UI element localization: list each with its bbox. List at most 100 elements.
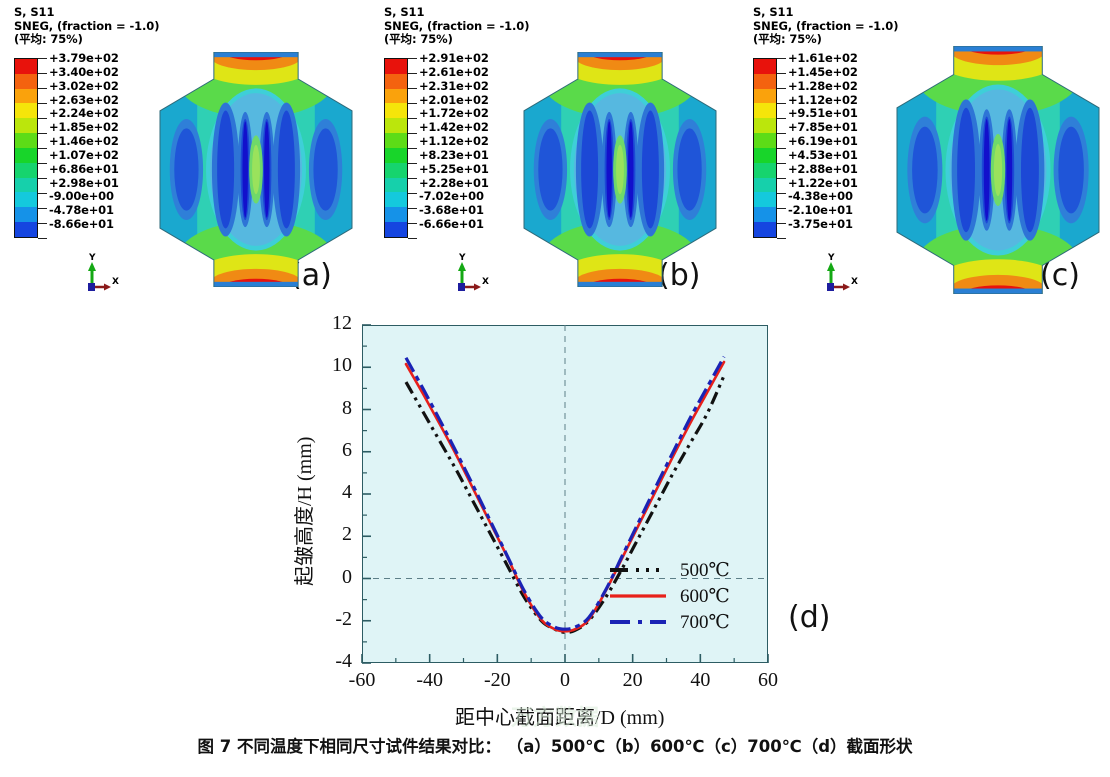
colorbar-band: [15, 73, 37, 89]
panel-b-legend: +2.91e+02 +2.61e+02 +2.31e+02 +2.01e+02 …: [384, 51, 584, 239]
colorbar-band: [15, 162, 37, 178]
triad-arrows-icon: [88, 262, 111, 291]
panel-c-legend: +1.61e+02 +1.45e+02 +1.28e+02 +1.12e+02 …: [753, 51, 953, 239]
colorbar-tick: [777, 208, 786, 209]
colorbar-band: [754, 162, 776, 178]
panel-b-level-values: +2.91e+02 +2.61e+02 +2.31e+02 +2.01e+02 …: [419, 51, 489, 232]
triad-arrows-icon: [458, 262, 481, 291]
panel-c-contour-plot: [895, 45, 1101, 299]
colorbar-tick: [408, 88, 417, 89]
legend-label-600c: 600℃: [680, 586, 730, 607]
colorbar-band: [385, 147, 407, 163]
panel-b-header: S, S11 SNEG, (fraction = -1.0) (平均: 75%): [384, 5, 529, 47]
colorbar-band: [385, 192, 407, 208]
legend-item: 600℃: [608, 584, 758, 610]
y-axis-tick-label: 12: [332, 312, 352, 334]
series-line-600℃: [404, 360, 726, 633]
panel-a-axis-triad: Y X: [60, 253, 132, 295]
panel-a-colorbar: [14, 58, 38, 238]
colorbar-tick: [777, 178, 786, 179]
colorbar-band: [15, 133, 37, 148]
colorbar-tick: [38, 238, 47, 239]
colorbar-tick: [38, 58, 47, 59]
colorbar-band: [754, 59, 776, 74]
colorbar-band: [385, 222, 407, 237]
panel-c-header-line1: S, S11: [753, 5, 794, 19]
legend-item: 700℃: [608, 610, 758, 636]
colorbar-tick: [408, 193, 417, 194]
chart-x-axis-label: 距中心截面距离/D (mm): [455, 707, 665, 729]
colorbar-band: [385, 177, 407, 193]
panel-a-level-values: +3.79e+02 +3.40e+02 +3.02e+02 +2.63e+02 …: [49, 51, 119, 232]
colorbar-tick: [408, 148, 417, 149]
contour-image: [159, 51, 353, 288]
panel-c-header: S, S11 SNEG, (fraction = -1.0) (平均: 75%): [753, 5, 899, 47]
chart-canvas: [361, 324, 769, 664]
colorbar-tick: [408, 238, 417, 239]
x-axis-tick-label: 0: [560, 669, 570, 691]
colorbar-tick: [408, 208, 417, 209]
colorbar-tick: [38, 73, 47, 74]
colorbar-band: [15, 118, 37, 134]
panel-b-colorbar-ticks: [408, 58, 418, 239]
panel-c-level-values: +1.61e+02 +1.45e+02 +1.28e+02 +1.12e+02 …: [788, 51, 858, 232]
colorbar-tick: [38, 208, 47, 209]
contour-image: [523, 51, 717, 288]
colorbar-tick: [38, 148, 47, 149]
colorbar-band: [385, 73, 407, 89]
colorbar-band: [754, 118, 776, 134]
triad-x-label: X: [482, 277, 489, 287]
panel-a-header: S, S11 SNEG, (fraction = -1.0) (平均: 75%): [14, 5, 160, 47]
y-axis-tick-label: -4: [335, 650, 352, 672]
y-axis-tick-label: 2: [342, 523, 352, 546]
series-line-700℃: [404, 355, 726, 631]
panel-b-colorbar: [384, 58, 408, 238]
colorbar-band: [385, 59, 407, 74]
legend-item: 500℃: [608, 558, 758, 584]
x-axis-tick-label: 60: [758, 669, 778, 691]
colorbar-band: [15, 88, 37, 104]
y-axis-tick-label: 8: [342, 396, 352, 419]
y-axis-tick-label: 10: [332, 354, 352, 377]
colorbar-tick: [408, 133, 417, 134]
colorbar-tick: [777, 88, 786, 89]
colorbar-tick: [38, 118, 47, 119]
y-axis-tick-label: -2: [335, 607, 352, 630]
triad-arrows-icon: [827, 262, 850, 291]
panel-c-header-line2: SNEG, (fraction = -1.0): [753, 18, 899, 33]
panel-b-header-line3: (平均: 75%): [384, 32, 453, 47]
colorbar-band: [754, 103, 776, 119]
panel-c-header-line3: (平均: 75%): [753, 32, 822, 47]
colorbar-band: [15, 177, 37, 193]
colorbar-band: [385, 118, 407, 134]
x-axis-tick-label: 40: [690, 669, 711, 691]
colorbar-tick: [38, 223, 47, 224]
panel-c-colorbar-ticks: [777, 58, 787, 239]
panel-c-colorbar: [753, 58, 777, 238]
colorbar-tick: [777, 103, 786, 104]
triad-y-label: Y: [89, 253, 96, 263]
legend-swatch-500c-icon: [610, 568, 659, 572]
colorbar-band: [385, 162, 407, 178]
colorbar-band: [754, 73, 776, 89]
panel-c-sublabel: (c): [1040, 258, 1080, 293]
triad-y-label: Y: [828, 253, 835, 263]
colorbar-tick: [38, 178, 47, 179]
colorbar-tick: [777, 238, 786, 239]
colorbar-tick: [777, 148, 786, 149]
panel-c-axis-triad: Y X: [799, 253, 871, 295]
x-axis-tick-label: -60: [348, 669, 376, 691]
colorbar-band: [754, 192, 776, 208]
x-axis-tick-label: 20: [622, 669, 643, 691]
colorbar-tick: [408, 178, 417, 179]
colorbar-band: [15, 222, 37, 237]
panel-a-header-line2: SNEG, (fraction = -1.0): [14, 18, 160, 33]
contour-panel-c: S, S11 SNEG, (fraction = -1.0) (平均: 75%) +…: [735, 0, 1110, 310]
colorbar-tick: [38, 133, 47, 134]
y-axis-tick-label: 4: [342, 481, 352, 503]
triad-x-label: X: [851, 277, 858, 287]
triad-x-label: X: [112, 277, 119, 287]
colorbar-band: [15, 192, 37, 208]
panel-b-axis-triad: Y X: [430, 253, 502, 295]
